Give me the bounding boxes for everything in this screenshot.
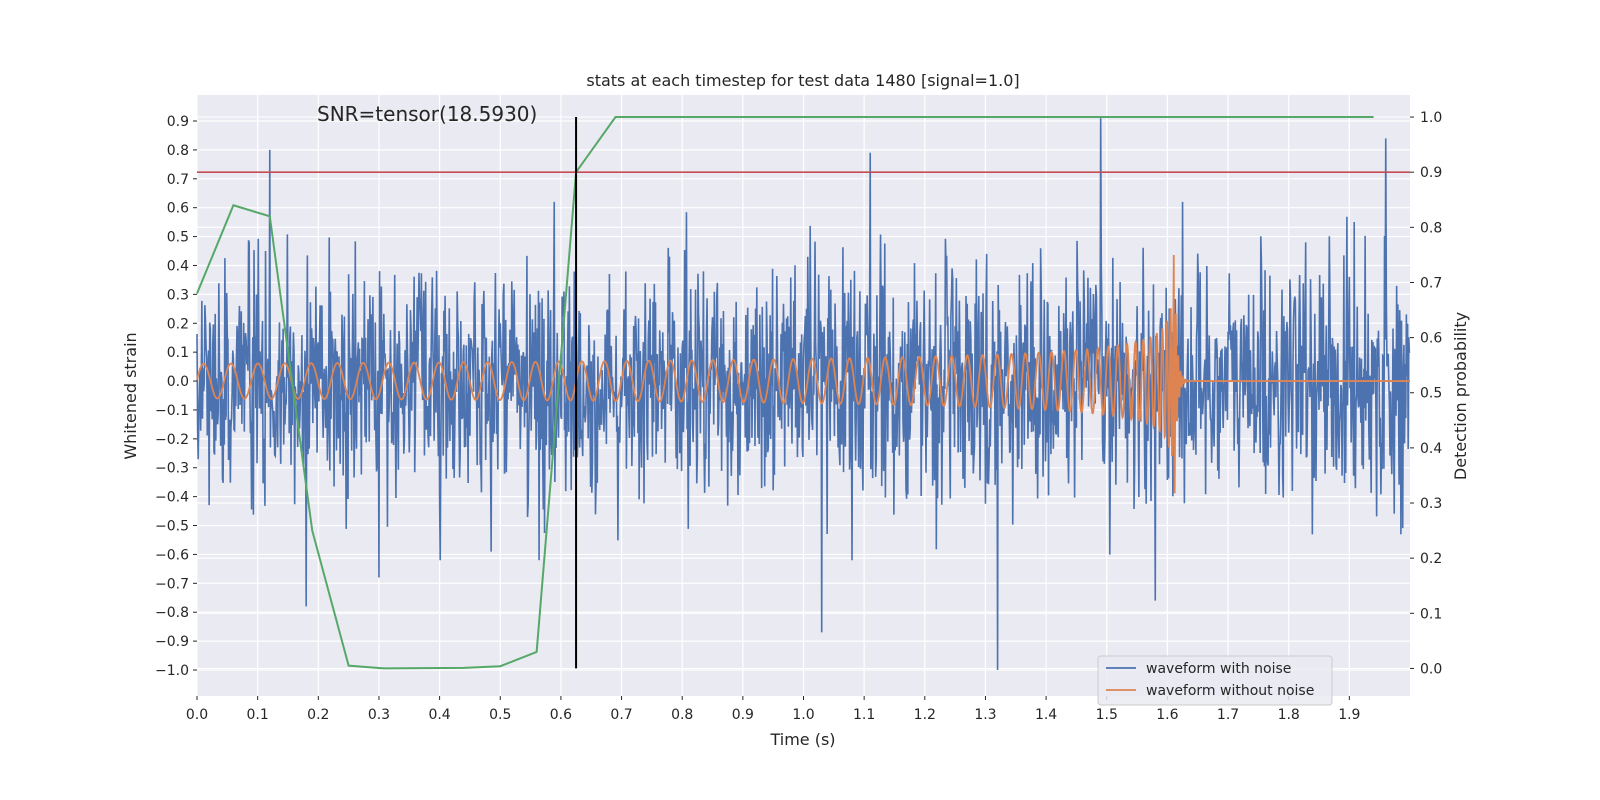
y2-tick-label: 0.5 — [1420, 386, 1442, 402]
x-tick-label: 0.5 — [489, 707, 511, 723]
y2-tick-label: 0.7 — [1420, 275, 1442, 291]
y-tick-label: −0.6 — [155, 547, 189, 563]
y2-tick-label: 0.2 — [1420, 551, 1442, 567]
y-tick-label: 0.1 — [167, 345, 189, 361]
y-tick-label: 0.3 — [167, 287, 189, 303]
x-tick-label: 1.6 — [1156, 707, 1178, 723]
x-tick-label: 0.2 — [307, 707, 329, 723]
chart-title: stats at each timestep for test data 148… — [586, 71, 1019, 90]
x-tick-labels: 0.0 0.1 0.2 0.3 0.4 0.5 0.6 0.7 0.8 0.9 1.0 1.1 1.2 1… — [186, 696, 1360, 723]
series-waveform-without-noise — [196, 254, 1410, 494]
y2-tick-label: 0.6 — [1420, 331, 1442, 347]
y-tick-label: −0.2 — [155, 432, 189, 448]
y-tick-label: 0.9 — [167, 114, 189, 130]
y-tick-label: 0.5 — [167, 230, 189, 246]
x-tick-label: 1.0 — [792, 707, 814, 723]
y2-tick-label: 0.8 — [1420, 220, 1442, 236]
x-tick-label: 0.4 — [428, 707, 450, 723]
legend-label-noise: waveform with noise — [1146, 661, 1291, 677]
y-tick-label: −0.3 — [155, 461, 189, 477]
y-tick-label: −0.8 — [155, 605, 189, 621]
y-tick-label: −0.5 — [155, 519, 189, 535]
y2-axis-label: Detection probability — [1451, 312, 1470, 480]
y2-tick-label: 1.0 — [1420, 110, 1442, 126]
y2-tick-label: 0.1 — [1420, 606, 1442, 622]
x-tick-label: 1.3 — [974, 707, 996, 723]
x-tick-label: 1.7 — [1217, 707, 1239, 723]
y-tick-label: −1.0 — [155, 663, 189, 679]
y-tick-label: 0.2 — [167, 316, 189, 332]
y2-tick-labels: 1.0 0.9 0.8 0.7 0.6 0.5 0.4 0.3 0.2 0.1 0.0 — [1410, 110, 1442, 677]
series-waveform-with-noise — [196, 118, 1411, 671]
y2-tick-label: 0.0 — [1420, 661, 1442, 677]
y-tick-label: −0.1 — [155, 403, 189, 419]
y-tick-label: 0.6 — [167, 201, 189, 217]
x-tick-label: 0.7 — [610, 707, 632, 723]
x-tick-label: 0.9 — [732, 707, 754, 723]
y-tick-label: 0.0 — [167, 374, 189, 390]
x-tick-label: 0.1 — [247, 707, 269, 723]
y-tick-label: −0.7 — [155, 576, 189, 592]
x-tick-label: 1.9 — [1338, 707, 1360, 723]
y-axis-label: Whitened strain — [121, 332, 140, 459]
x-tick-label: 1.4 — [1035, 707, 1057, 723]
x-tick-label: 1.5 — [1096, 707, 1118, 723]
y-tick-label: −0.9 — [155, 634, 189, 650]
x-axis-label: Time (s) — [769, 730, 835, 749]
y-tick-labels: 0.9 0.8 0.7 0.6 0.5 0.4 0.3 0.2 0.1 0.0 −0.1 −0.2 −0… — [155, 114, 197, 679]
x-tick-label: 0.0 — [186, 707, 208, 723]
x-tick-label: 0.6 — [550, 707, 572, 723]
y-tick-label: 0.4 — [167, 258, 189, 274]
x-tick-label: 1.1 — [853, 707, 875, 723]
x-tick-label: 0.3 — [368, 707, 390, 723]
plot-content — [196, 116, 1411, 671]
series-detection-probability — [196, 116, 1374, 670]
y-tick-label: 0.7 — [167, 172, 189, 188]
x-tick-label: 1.2 — [914, 707, 936, 723]
legend: waveform with noise waveform without noi… — [1097, 655, 1333, 706]
x-tick-label: 1.8 — [1278, 707, 1300, 723]
y2-tick-label: 0.4 — [1420, 441, 1442, 457]
y2-tick-label: 0.3 — [1420, 496, 1442, 512]
legend-label-clean: waveform without noise — [1146, 683, 1314, 699]
y2-tick-label: 0.9 — [1420, 165, 1442, 181]
y-tick-label: 0.8 — [167, 143, 189, 159]
y-tick-label: −0.4 — [155, 490, 189, 506]
legend-box — [1097, 655, 1333, 706]
snr-annotation: SNR=tensor(18.5930) — [317, 102, 537, 126]
x-tick-label: 0.8 — [671, 707, 693, 723]
